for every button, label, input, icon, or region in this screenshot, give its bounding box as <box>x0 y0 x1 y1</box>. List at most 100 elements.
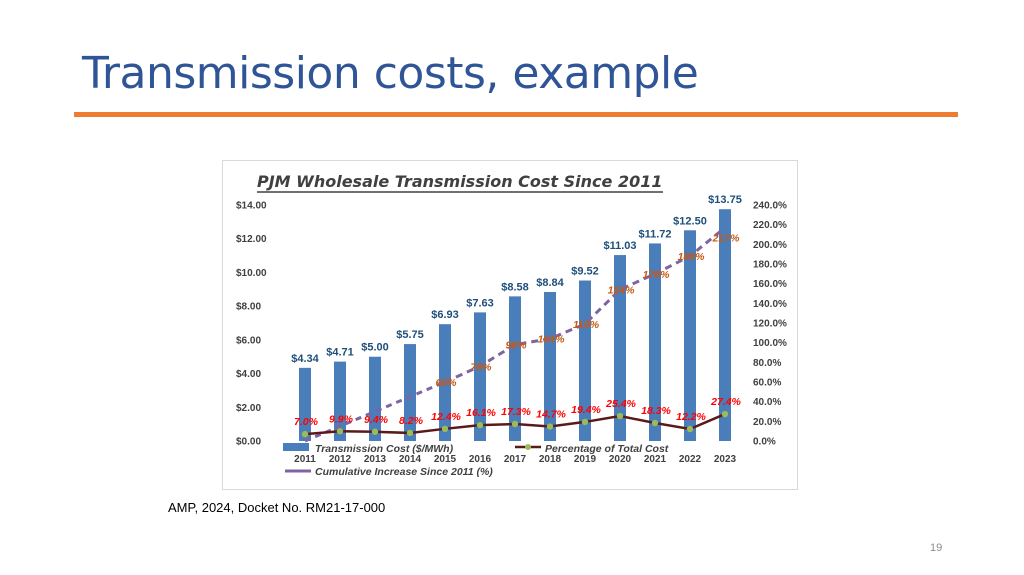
x-category-label: 2011 <box>294 454 316 465</box>
y-left-tick-label: $10.00 <box>236 268 267 279</box>
slide-title: Transmission costs, example <box>82 48 699 99</box>
legend-marker-percentage <box>525 444 531 450</box>
legend-label-percentage: Percentage of Total Cost <box>545 443 669 455</box>
percentage-marker <box>406 429 414 437</box>
x-category-label: 2012 <box>329 454 352 465</box>
bar-transmission-cost <box>439 324 451 441</box>
chart-image: PJM Wholesale Transmission Cost Since 20… <box>222 160 798 490</box>
bar-value-label: $12.50 <box>673 215 707 227</box>
bar-transmission-cost <box>649 243 661 441</box>
percentage-value-label: 19.4% <box>571 404 601 416</box>
percentage-value-label: 9.9% <box>329 413 354 425</box>
cumulative-value-label: 98% <box>505 340 527 352</box>
x-category-label: 2017 <box>504 454 527 465</box>
percentage-marker <box>581 418 589 426</box>
cumulative-value-label: 119% <box>573 319 600 331</box>
bar-value-label: $8.58 <box>501 281 529 293</box>
bar-value-label: $11.72 <box>638 228 671 240</box>
percentage-marker <box>686 425 694 433</box>
bar-transmission-cost <box>299 367 311 441</box>
bar-transmission-cost <box>474 312 486 441</box>
x-category-label: 2023 <box>714 454 737 465</box>
bar-value-label: $6.93 <box>431 309 459 321</box>
percentage-value-label: 18.3% <box>641 405 671 417</box>
percentage-value-label: 16.1% <box>466 407 496 419</box>
bar-transmission-cost <box>614 255 626 441</box>
page-number: 19 <box>930 542 943 554</box>
bar-value-label: $4.34 <box>291 353 319 365</box>
source-citation: AMP, 2024, Docket No. RM21-17-000 <box>168 500 386 515</box>
percentage-marker <box>616 412 624 420</box>
bar-value-label: $7.63 <box>466 297 494 309</box>
legend-label-cumulative: Cumulative Increase Since 2011 (%) <box>315 466 493 478</box>
y-right-tick-label: 220.0% <box>753 220 787 231</box>
chart-title: PJM Wholesale Transmission Cost Since 20… <box>257 172 662 191</box>
x-category-label: 2014 <box>399 454 422 465</box>
bar-transmission-cost <box>334 361 346 441</box>
percentage-marker <box>336 428 344 435</box>
bar-value-label: $5.75 <box>396 329 424 341</box>
y-left-tick-label: $6.00 <box>236 335 261 346</box>
percentage-marker <box>721 410 729 418</box>
percentage-marker <box>651 419 659 427</box>
percentage-value-label: 27.4% <box>710 396 741 408</box>
y-left-tick-label: $8.00 <box>236 302 261 313</box>
y-right-tick-label: 140.0% <box>753 299 787 310</box>
percentage-value-label: 7.0% <box>294 416 319 428</box>
y-right-tick-label: 120.0% <box>753 319 787 330</box>
cumulative-value-label: 217% <box>712 233 741 245</box>
cumulative-value-label: 104% <box>538 334 566 346</box>
percentage-marker <box>511 420 519 428</box>
title-accent-rule <box>74 112 958 117</box>
y-left-tick-label: $0.00 <box>236 437 261 448</box>
percentage-value-label: 8.2% <box>399 415 424 427</box>
percentage-marker <box>301 430 309 438</box>
y-right-tick-label: 240.0% <box>753 201 787 212</box>
percentage-value-label: 17.3% <box>501 406 531 418</box>
cumulative-value-label: 170% <box>643 269 671 281</box>
bar-transmission-cost <box>369 356 381 441</box>
bar-transmission-cost <box>719 209 731 441</box>
bar-value-label: $8.84 <box>536 277 564 289</box>
x-category-label: 2018 <box>539 454 562 465</box>
transmission-cost-chart: PJM Wholesale Transmission Cost Since 20… <box>236 172 787 478</box>
cumulative-increase-line <box>444 226 726 384</box>
x-category-label: 2020 <box>609 454 632 465</box>
percentage-value-label: 9.4% <box>364 414 389 426</box>
percentage-marker <box>441 425 449 433</box>
y-right-tick-label: 100.0% <box>753 338 787 349</box>
x-category-label: 2021 <box>644 454 667 465</box>
cumulative-value-label: 188% <box>678 251 706 263</box>
y-right-tick-label: 80.0% <box>753 358 781 369</box>
percentage-value-label: 12.2% <box>676 411 706 423</box>
bar-transmission-cost <box>684 230 696 441</box>
bar-transmission-cost <box>579 280 591 441</box>
x-category-label: 2022 <box>679 454 702 465</box>
y-left-tick-label: $12.00 <box>236 234 267 245</box>
bar-value-label: $11.03 <box>603 240 636 252</box>
y-right-tick-label: 180.0% <box>753 260 787 271</box>
bar-value-label: $9.52 <box>571 266 599 278</box>
bar-transmission-cost <box>509 296 521 441</box>
y-right-tick-label: 160.0% <box>753 279 787 290</box>
y-right-tick-label: 40.0% <box>753 397 781 408</box>
percentage-value-label: 25.4% <box>605 398 636 410</box>
y-left-tick-label: $4.00 <box>236 369 261 380</box>
x-category-label: 2015 <box>434 454 457 465</box>
y-right-tick-label: 0.0% <box>753 437 776 448</box>
x-category-label: 2016 <box>469 454 492 465</box>
percentage-value-label: 14.7% <box>536 409 566 421</box>
bar-value-label: $4.71 <box>326 347 354 359</box>
y-right-tick-label: 200.0% <box>753 240 787 251</box>
y-left-tick-label: $14.00 <box>236 201 267 212</box>
y-right-tick-label: 60.0% <box>753 378 781 389</box>
x-category-label: 2019 <box>574 454 597 465</box>
y-left-tick-label: $2.00 <box>236 403 261 414</box>
percentage-marker <box>371 428 379 435</box>
bar-value-label: $5.00 <box>361 342 389 354</box>
bar-transmission-cost <box>404 344 416 441</box>
percentage-value-label: 12.4% <box>431 411 461 423</box>
cumulative-value-label: 154% <box>608 285 636 297</box>
percentage-marker <box>546 423 554 430</box>
percentage-marker <box>476 421 484 429</box>
